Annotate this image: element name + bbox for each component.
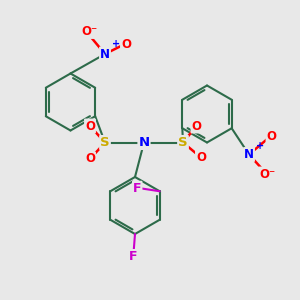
Text: N: N	[100, 47, 110, 61]
Text: O: O	[191, 119, 202, 133]
Text: O⁻: O⁻	[82, 25, 98, 38]
Text: O⁻: O⁻	[259, 167, 275, 181]
Text: S: S	[100, 136, 110, 149]
Text: +: +	[256, 141, 264, 151]
Text: O: O	[196, 151, 206, 164]
Text: F: F	[129, 250, 138, 263]
Text: N: N	[244, 148, 254, 161]
Text: +: +	[112, 39, 120, 50]
Text: O: O	[85, 119, 95, 133]
Text: O: O	[85, 152, 95, 166]
Text: N: N	[138, 136, 150, 149]
Text: O: O	[266, 130, 277, 143]
Text: O: O	[121, 38, 131, 52]
Text: F: F	[133, 182, 141, 195]
Text: S: S	[178, 136, 188, 149]
